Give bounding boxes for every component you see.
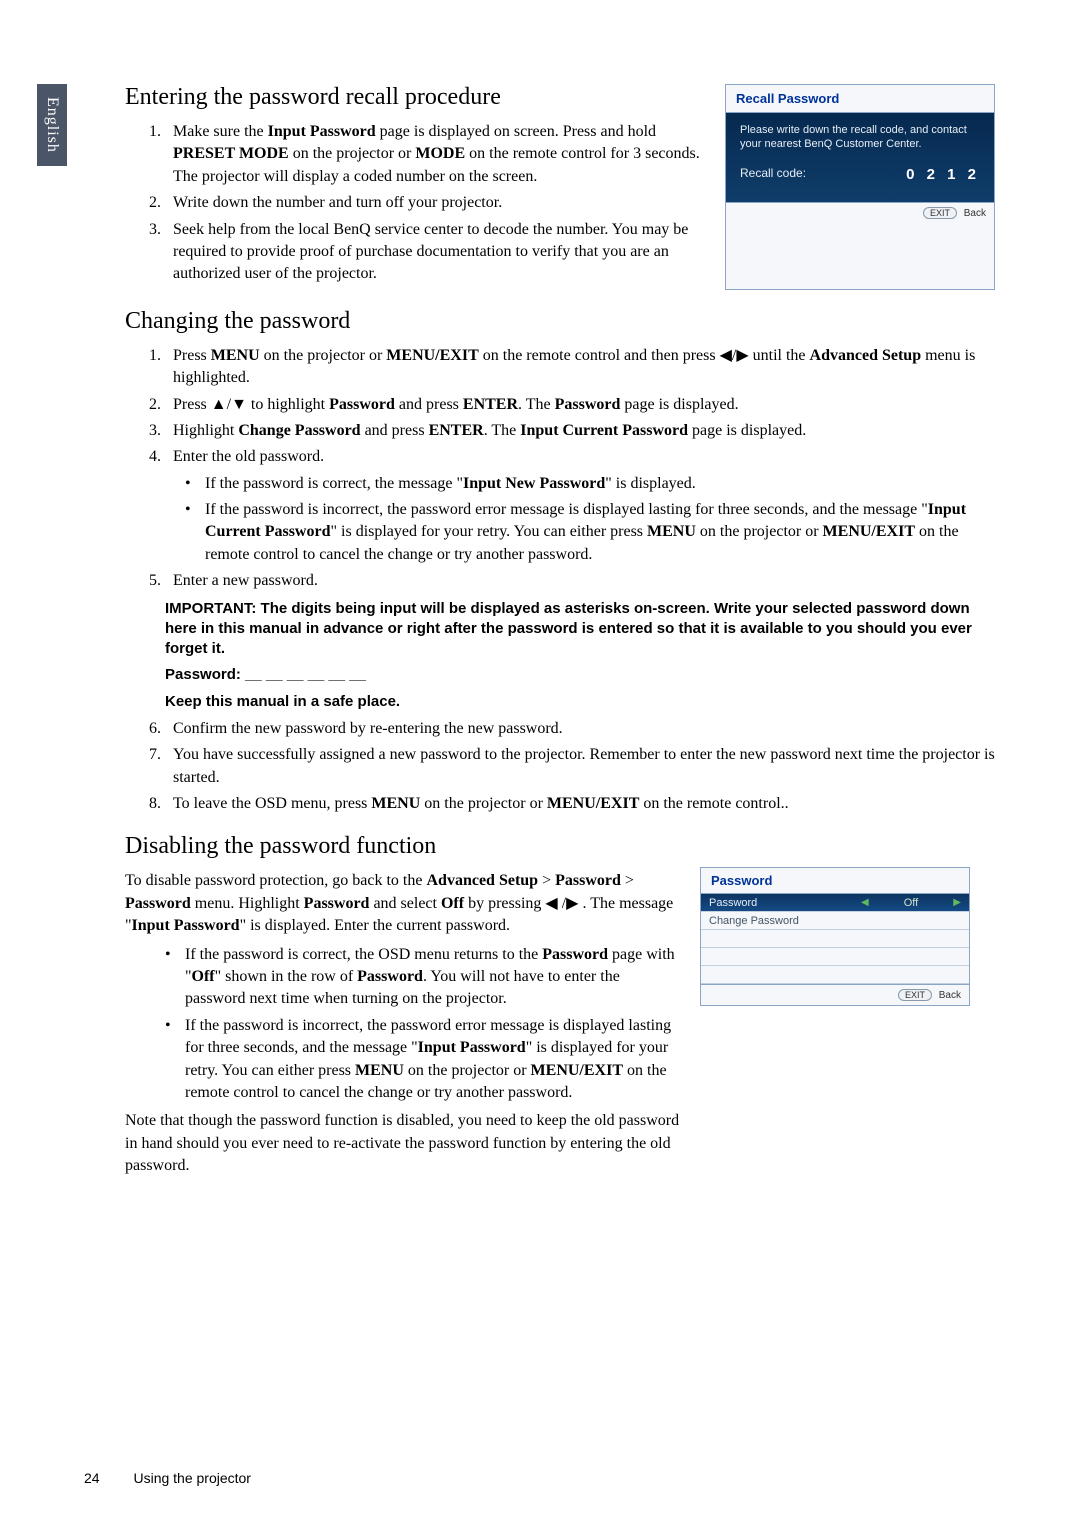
page-number: 24 — [84, 1470, 100, 1486]
osd-password-footer: EXIT Back — [701, 984, 969, 1005]
section-disabling: Disabling the password function To disab… — [125, 833, 995, 1183]
left-triangle-icon[interactable]: ◀ — [861, 897, 869, 908]
recall-item-2: Write down the number and turn off your … — [165, 192, 705, 214]
password-line: Password: __ __ __ __ __ __ — [125, 665, 995, 685]
osd-password-title: Password — [701, 868, 969, 893]
changing-list-678: Confirm the new password by re-entering … — [125, 718, 995, 816]
language-tab: English — [37, 84, 67, 166]
disabling-para1: To disable password protection, go back … — [125, 870, 680, 937]
changing-item-3: Highlight Change Password and press ENTE… — [165, 420, 995, 442]
osd-password-row-2[interactable]: Change Password — [701, 912, 969, 930]
osd-password-row2-label: Change Password — [709, 915, 961, 927]
heading-changing: Changing the password — [125, 308, 995, 335]
page-content: Entering the password recall procedure M… — [125, 84, 995, 1202]
footer-title: Using the projector — [133, 1470, 251, 1486]
changing-bullet-4a: If the password is correct, the message … — [185, 473, 995, 495]
osd-recall-footer: EXIT Back — [726, 202, 994, 223]
keep-line: Keep this manual in a safe place. — [125, 692, 995, 712]
osd-password: Password Password ◀ Off ▶ Change Passwor… — [700, 867, 970, 1006]
osd-password-row-empty3 — [701, 966, 969, 984]
osd-password-row-empty2 — [701, 948, 969, 966]
changing-item-4: Enter the old password. — [165, 446, 995, 468]
changing-list: Press MENU on the projector or MENU/EXIT… — [125, 345, 995, 469]
disabling-bullet-2: If the password is incorrect, the passwo… — [165, 1015, 680, 1105]
changing-item-2: Press ▲/▼ to highlight Password and pres… — [165, 394, 995, 416]
changing-item-8: To leave the OSD menu, press MENU on the… — [165, 793, 995, 815]
changing-bullets-4: If the password is correct, the message … — [125, 473, 995, 567]
changing-item-6: Confirm the new password by re-entering … — [165, 718, 995, 740]
recall-item-3: Seek help from the local BenQ service ce… — [165, 219, 705, 286]
changing-item-7: You have successfully assigned a new pas… — [165, 744, 995, 789]
osd-recall-title: Recall Password — [726, 85, 994, 112]
osd-recall-password: Recall Password Please write down the re… — [725, 84, 995, 290]
section-recall: Entering the password recall procedure M… — [125, 84, 995, 290]
page-footer: 24 Using the projector — [84, 1470, 251, 1486]
osd-password-row-empty1 — [701, 930, 969, 948]
osd-exit-button[interactable]: EXIT — [923, 207, 957, 219]
recall-list: Make sure the Input Password page is dis… — [125, 121, 705, 286]
osd-password-row1-label: Password — [709, 897, 861, 909]
osd-recall-label: Recall code: — [740, 166, 806, 183]
osd-recall-code: 0 2 1 2 — [906, 166, 980, 183]
changing-list-5: Enter a new password. — [125, 570, 995, 592]
osd-password-back-label: Back — [939, 990, 961, 1001]
heading-recall: Entering the password recall procedure — [125, 84, 705, 111]
osd-recall-text: Please write down the recall code, and c… — [740, 123, 980, 152]
osd-password-row-1[interactable]: Password ◀ Off ▶ — [701, 894, 969, 912]
changing-item-5: Enter a new password. — [165, 570, 995, 592]
osd-back-label: Back — [964, 208, 986, 219]
changing-item-1: Press MENU on the projector or MENU/EXIT… — [165, 345, 995, 390]
osd-password-row1-value: Off — [869, 897, 954, 909]
heading-disabling: Disabling the password function — [125, 833, 680, 860]
osd-recall-body: Please write down the recall code, and c… — [726, 112, 994, 202]
right-triangle-icon[interactable]: ▶ — [953, 897, 961, 908]
osd-password-table: Password ◀ Off ▶ Change Password — [701, 893, 969, 984]
disabling-note: Note that though the password function i… — [125, 1110, 680, 1177]
important-note: IMPORTANT: The digits being input will b… — [125, 599, 995, 660]
changing-bullet-4b: If the password is incorrect, the passwo… — [185, 499, 995, 566]
osd-password-exit-button[interactable]: EXIT — [898, 989, 932, 1001]
section-changing: Changing the password Press MENU on the … — [125, 308, 995, 816]
disabling-bullets: If the password is correct, the OSD menu… — [125, 944, 680, 1105]
disabling-bullet-1: If the password is correct, the OSD menu… — [165, 944, 680, 1011]
recall-item-1: Make sure the Input Password page is dis… — [165, 121, 705, 188]
